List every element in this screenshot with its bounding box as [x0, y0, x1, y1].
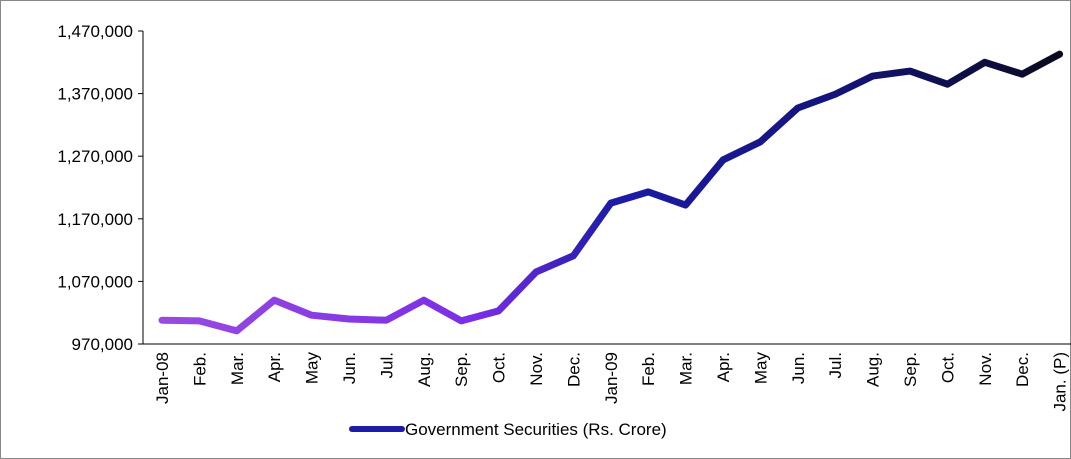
- y-tick-label: 1,470,000: [57, 22, 133, 41]
- x-tick-label: Feb.: [639, 352, 658, 386]
- x-tick-label: Jul.: [826, 352, 845, 378]
- x-tick-label: Jan-09: [602, 352, 621, 404]
- x-tick-label: May: [303, 352, 322, 385]
- x-tick-label: Mar.: [677, 352, 696, 385]
- x-tick-label: Jun.: [340, 352, 359, 384]
- y-tick-label: 1,070,000: [57, 272, 133, 291]
- x-tick-label: Jul.: [377, 352, 396, 378]
- x-tick-label: Nov.: [527, 352, 546, 386]
- x-tick-label: Feb.: [190, 352, 209, 386]
- y-tick-label: 1,170,000: [57, 210, 133, 229]
- x-tick-label: Apr.: [265, 352, 284, 382]
- x-tick-label: Mar.: [228, 352, 247, 385]
- x-tick-label: Oct.: [490, 352, 509, 383]
- series-line: [158, 50, 1064, 335]
- y-tick-label: 1,270,000: [57, 147, 133, 166]
- x-tick-label: Nov.: [976, 352, 995, 386]
- x-tick-label: Apr.: [714, 352, 733, 382]
- x-tick-label: Dec.: [564, 352, 583, 387]
- legend-label: Government Securities (Rs. Crore): [405, 420, 667, 439]
- x-tick-label: Jan-08: [153, 352, 172, 404]
- x-tick-label: Aug.: [864, 352, 883, 387]
- x-tick-label: Dec.: [1013, 352, 1032, 387]
- x-tick-label: Jun.: [789, 352, 808, 384]
- y-tick-label: 970,000: [72, 335, 133, 354]
- x-tick-label: May: [751, 352, 770, 385]
- x-tick-label: Sep.: [901, 352, 920, 387]
- x-tick-label: Sep.: [452, 352, 471, 387]
- x-tick-label: Oct.: [938, 352, 957, 383]
- x-tick-label: Aug.: [415, 352, 434, 387]
- x-tick-label: Jan. (P): [1051, 352, 1070, 412]
- y-tick-label: 1,370,000: [57, 85, 133, 104]
